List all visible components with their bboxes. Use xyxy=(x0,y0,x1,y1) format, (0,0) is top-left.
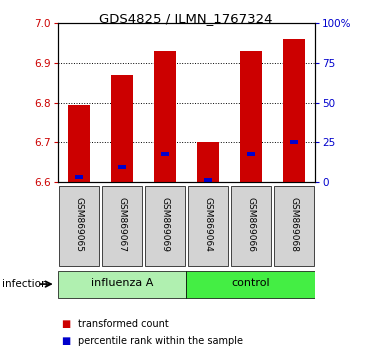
Text: GDS4825 / ILMN_1767324: GDS4825 / ILMN_1767324 xyxy=(99,12,272,25)
Bar xyxy=(118,165,126,169)
Text: percentile rank within the sample: percentile rank within the sample xyxy=(78,336,243,346)
Bar xyxy=(231,186,271,266)
Text: transformed count: transformed count xyxy=(78,319,169,329)
Bar xyxy=(187,270,315,298)
Text: GSM869068: GSM869068 xyxy=(289,196,298,251)
Text: influenza A: influenza A xyxy=(91,279,153,289)
Text: GSM869066: GSM869066 xyxy=(246,196,255,251)
Bar xyxy=(145,186,185,266)
Text: ■: ■ xyxy=(61,319,70,329)
Bar xyxy=(161,153,169,156)
Text: GSM869067: GSM869067 xyxy=(118,196,127,251)
Bar xyxy=(204,178,212,182)
Bar xyxy=(111,75,133,182)
Bar xyxy=(102,186,142,266)
Bar xyxy=(75,175,83,179)
Bar xyxy=(274,186,314,266)
Bar xyxy=(68,105,90,182)
Text: GSM869064: GSM869064 xyxy=(203,196,213,251)
Bar xyxy=(58,270,187,298)
Text: infection: infection xyxy=(2,279,47,289)
Text: GSM869069: GSM869069 xyxy=(160,196,170,251)
Text: ■: ■ xyxy=(61,336,70,346)
Bar xyxy=(283,39,305,182)
Bar xyxy=(197,143,219,182)
Bar xyxy=(240,51,262,182)
Text: control: control xyxy=(232,279,270,289)
Bar xyxy=(290,141,298,144)
Bar xyxy=(59,186,99,266)
Text: GSM869065: GSM869065 xyxy=(75,196,83,251)
Bar xyxy=(154,51,176,182)
Bar xyxy=(188,186,228,266)
Bar xyxy=(247,152,255,156)
